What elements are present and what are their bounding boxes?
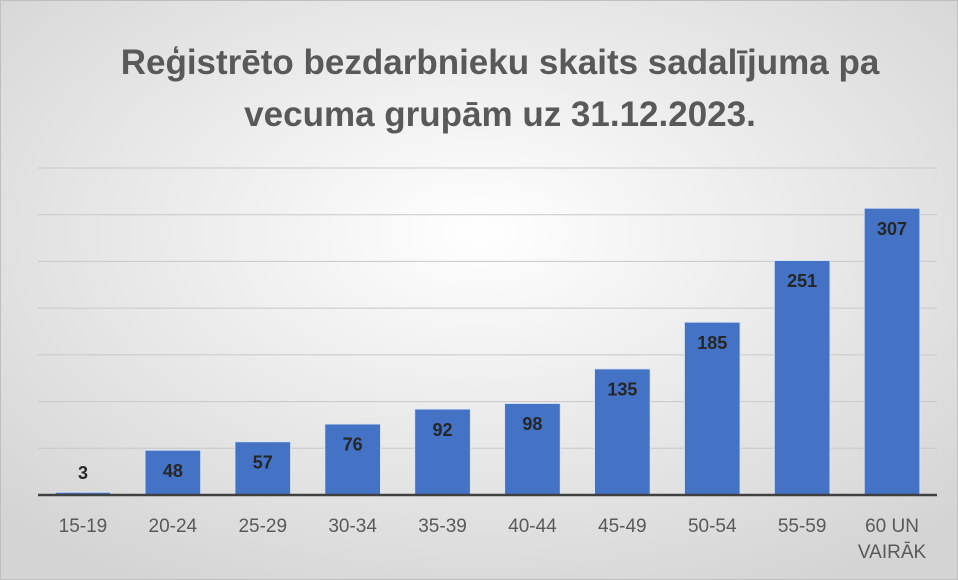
data-label: 3 xyxy=(78,463,88,483)
data-label: 251 xyxy=(787,271,817,291)
x-tick-label: 15-19 xyxy=(59,516,108,537)
bar xyxy=(863,207,921,496)
data-label: 307 xyxy=(877,219,907,239)
bar xyxy=(773,259,831,496)
bar xyxy=(414,408,471,496)
chart-title: Reģistrēto bezdarbnieku skaits sadalījum… xyxy=(121,43,880,134)
x-tick-label: 25-29 xyxy=(238,516,287,537)
x-tick-label: 30-34 xyxy=(328,516,377,537)
data-label: 48 xyxy=(163,461,183,481)
data-label: 185 xyxy=(697,333,727,353)
data-label: 98 xyxy=(522,414,542,434)
data-label: 57 xyxy=(253,452,273,472)
x-tick-label: 20-24 xyxy=(149,516,198,537)
bar xyxy=(144,449,202,496)
x-tick-label: 45-49 xyxy=(598,516,647,537)
bar xyxy=(683,321,741,496)
bar xyxy=(324,423,382,496)
bar xyxy=(504,402,561,496)
data-label: 135 xyxy=(607,380,637,400)
x-tick-label: 50-54 xyxy=(688,516,737,537)
x-tick-label: 35-39 xyxy=(418,516,467,537)
x-tick-label: 60 UN VAIRĀK xyxy=(858,516,927,563)
x-tick-label: 40-44 xyxy=(508,516,557,537)
data-label: 92 xyxy=(433,420,453,440)
x-tick-label: 55-59 xyxy=(778,516,827,537)
data-label: 76 xyxy=(343,435,363,455)
bar xyxy=(234,441,292,496)
